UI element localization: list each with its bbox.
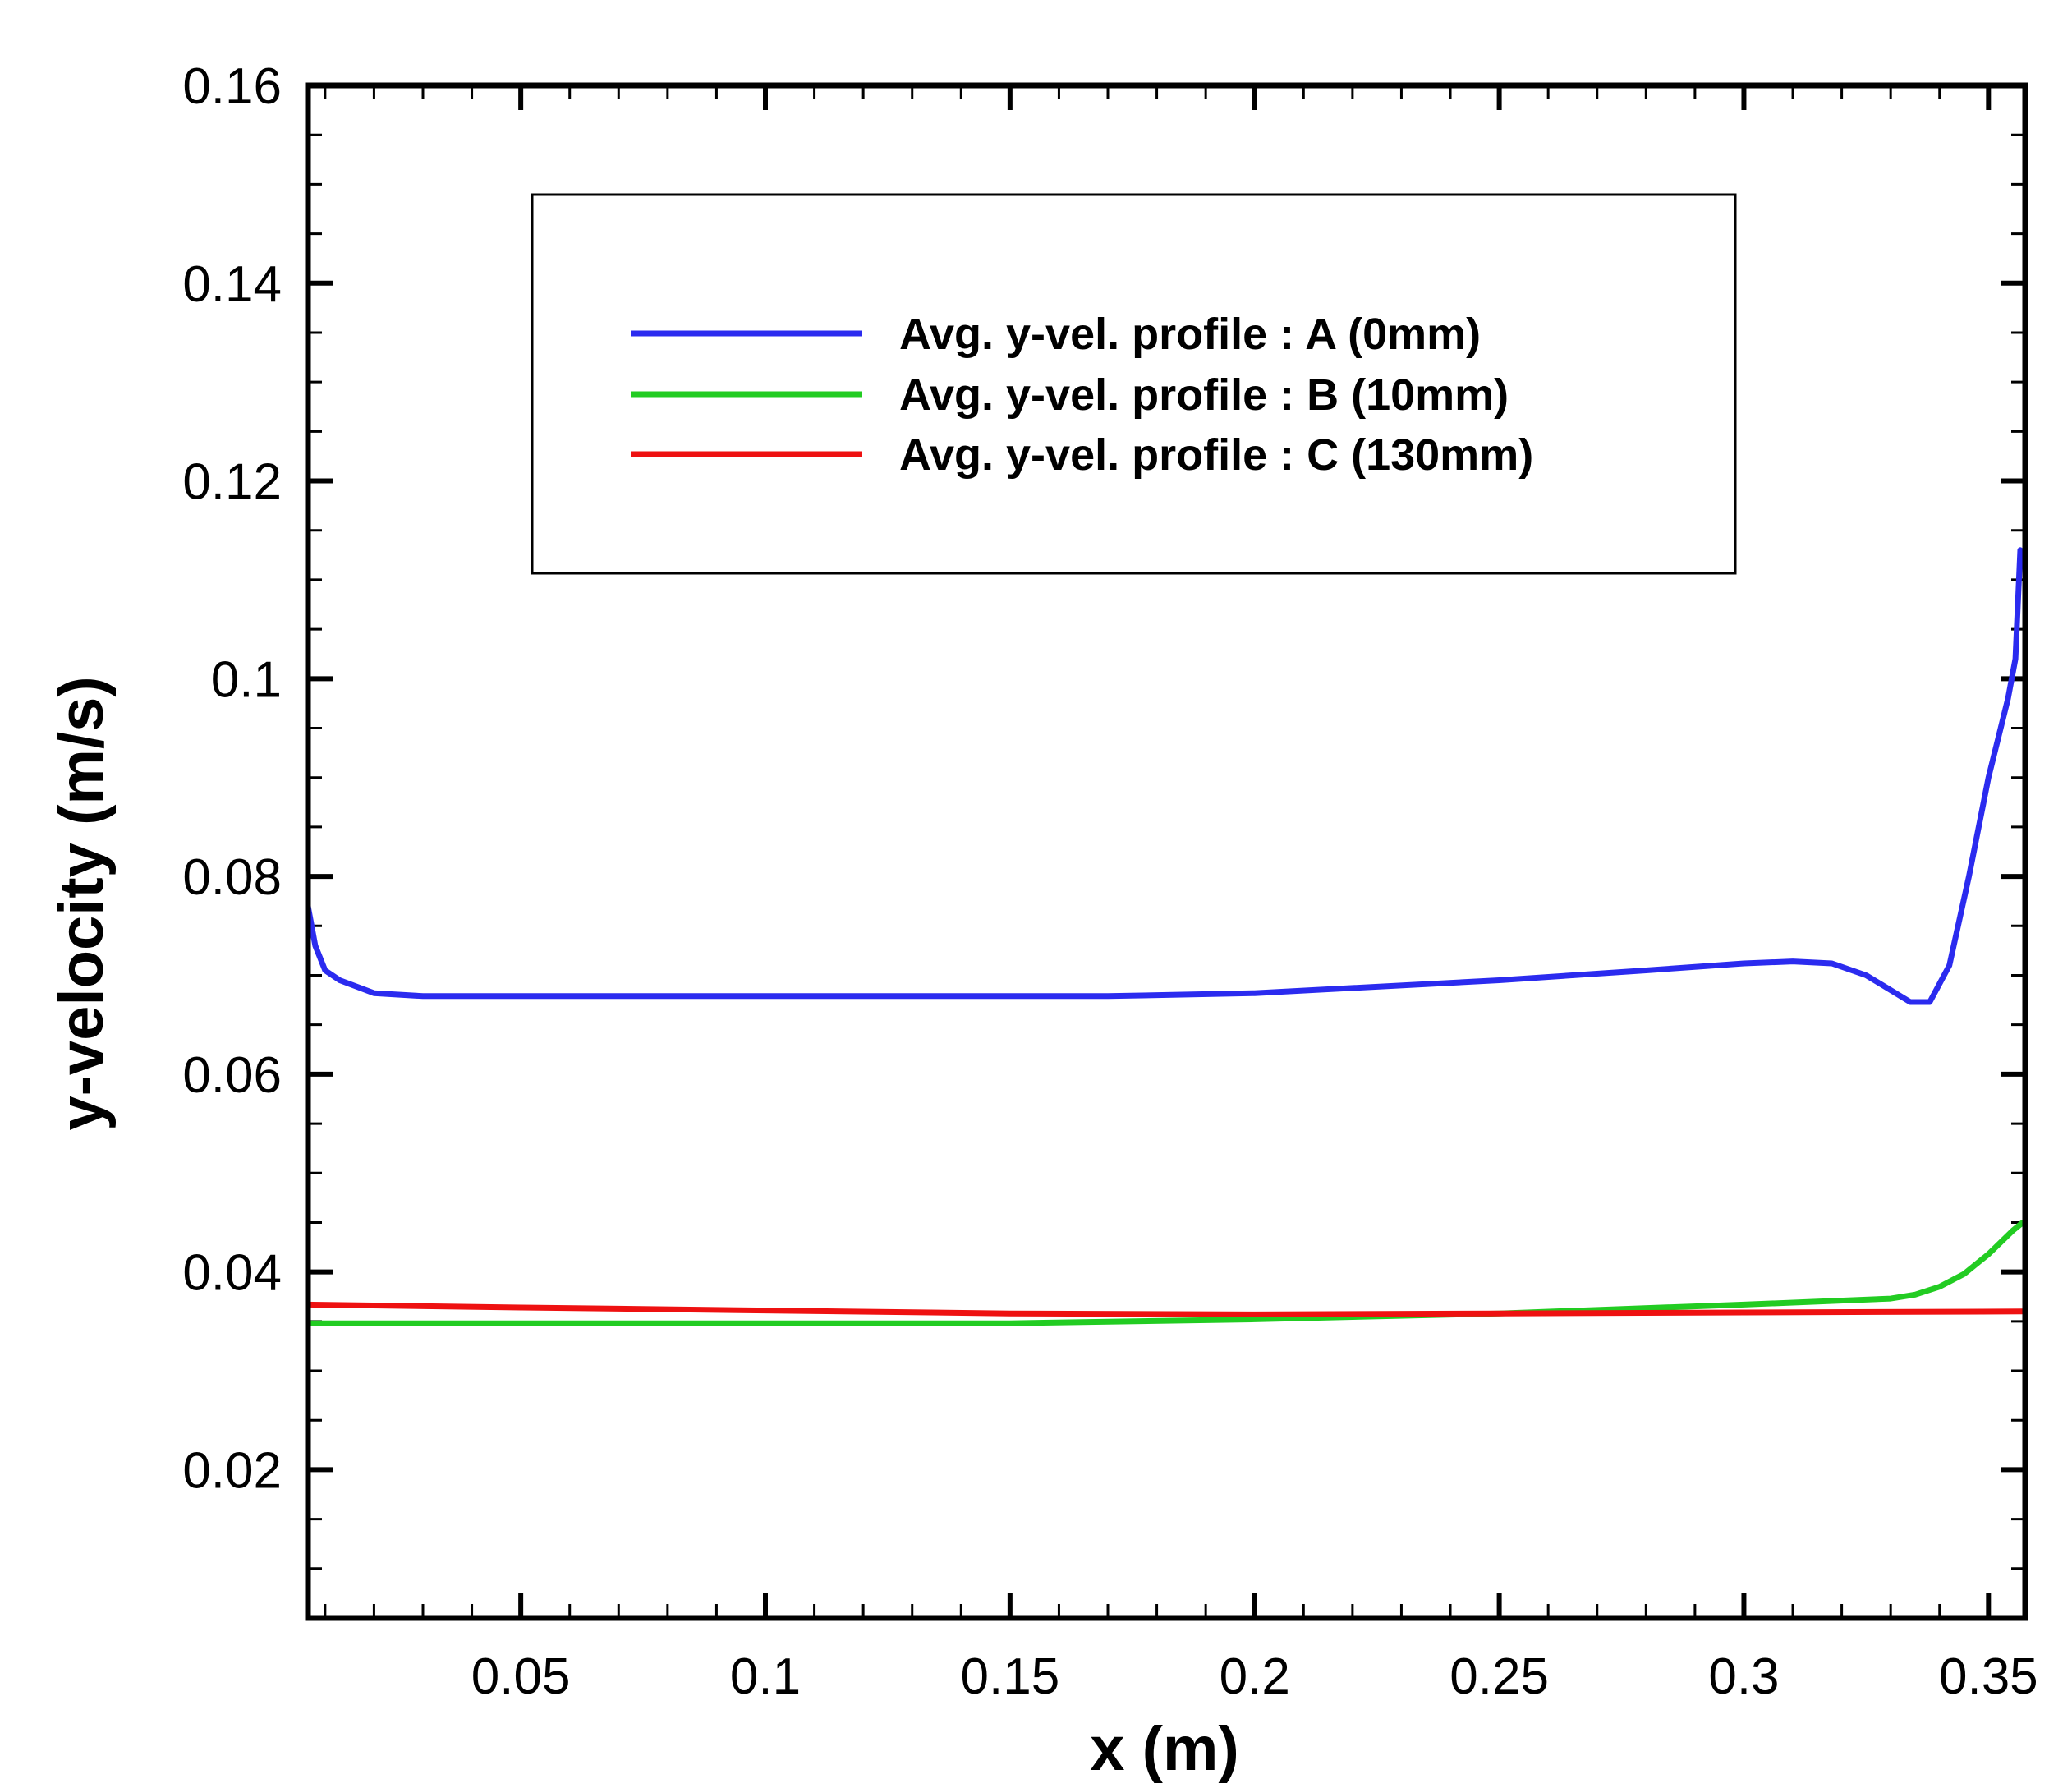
y-tick-label: 0.02 [182, 1442, 282, 1499]
y-tick-label: 0.16 [182, 58, 282, 115]
x-tick-label: 0.1 [730, 1648, 801, 1705]
y-tick-label: 0.08 [182, 849, 282, 906]
x-axis-title: x (m) [1090, 1714, 1239, 1784]
x-tick-label: 0.15 [961, 1648, 1060, 1705]
x-tick-label: 0.3 [1708, 1648, 1779, 1705]
y-tick-label: 0.1 [211, 651, 282, 708]
x-tick-label: 0.2 [1220, 1648, 1290, 1705]
y-tick-label: 0.12 [182, 454, 282, 511]
y-tick-label: 0.14 [182, 256, 282, 313]
x-tick-label: 0.25 [1449, 1648, 1549, 1705]
x-tick-label: 0.05 [471, 1648, 571, 1705]
legend: Avg. y-vel. profile : A (0mm) Avg. y-vel.… [531, 193, 1737, 575]
series-line-3 [305, 1301, 2026, 1317]
y-tick-label: 0.06 [182, 1047, 282, 1104]
plot-frame [305, 82, 2028, 1621]
x-tick-label: 0.35 [1939, 1648, 2038, 1705]
legend-label-2: Avg. y-vel. profile : B (10mm) [899, 370, 1509, 420]
legend-label-1: Avg. y-vel. profile : A (0mm) [899, 310, 1481, 359]
y-axis-title: y-velocity (m/s) [47, 676, 117, 1130]
legend-box [531, 193, 1737, 575]
legend-items: Avg. y-vel. profile : A (0mm) Avg. y-vel.… [631, 310, 1533, 480]
series-lines [305, 547, 2026, 1326]
series-line-1 [305, 547, 2024, 1005]
series-line-2 [305, 1220, 2026, 1326]
axes: 0.02 0.04 0.06 0.08 0.1 0.12 0.14 0.16 0.05 0.1 0.… [182, 58, 2038, 1705]
y-tick-label: 0.04 [182, 1245, 282, 1302]
legend-label-3: Avg. y-vel. profile : C (130mm) [899, 430, 1533, 480]
